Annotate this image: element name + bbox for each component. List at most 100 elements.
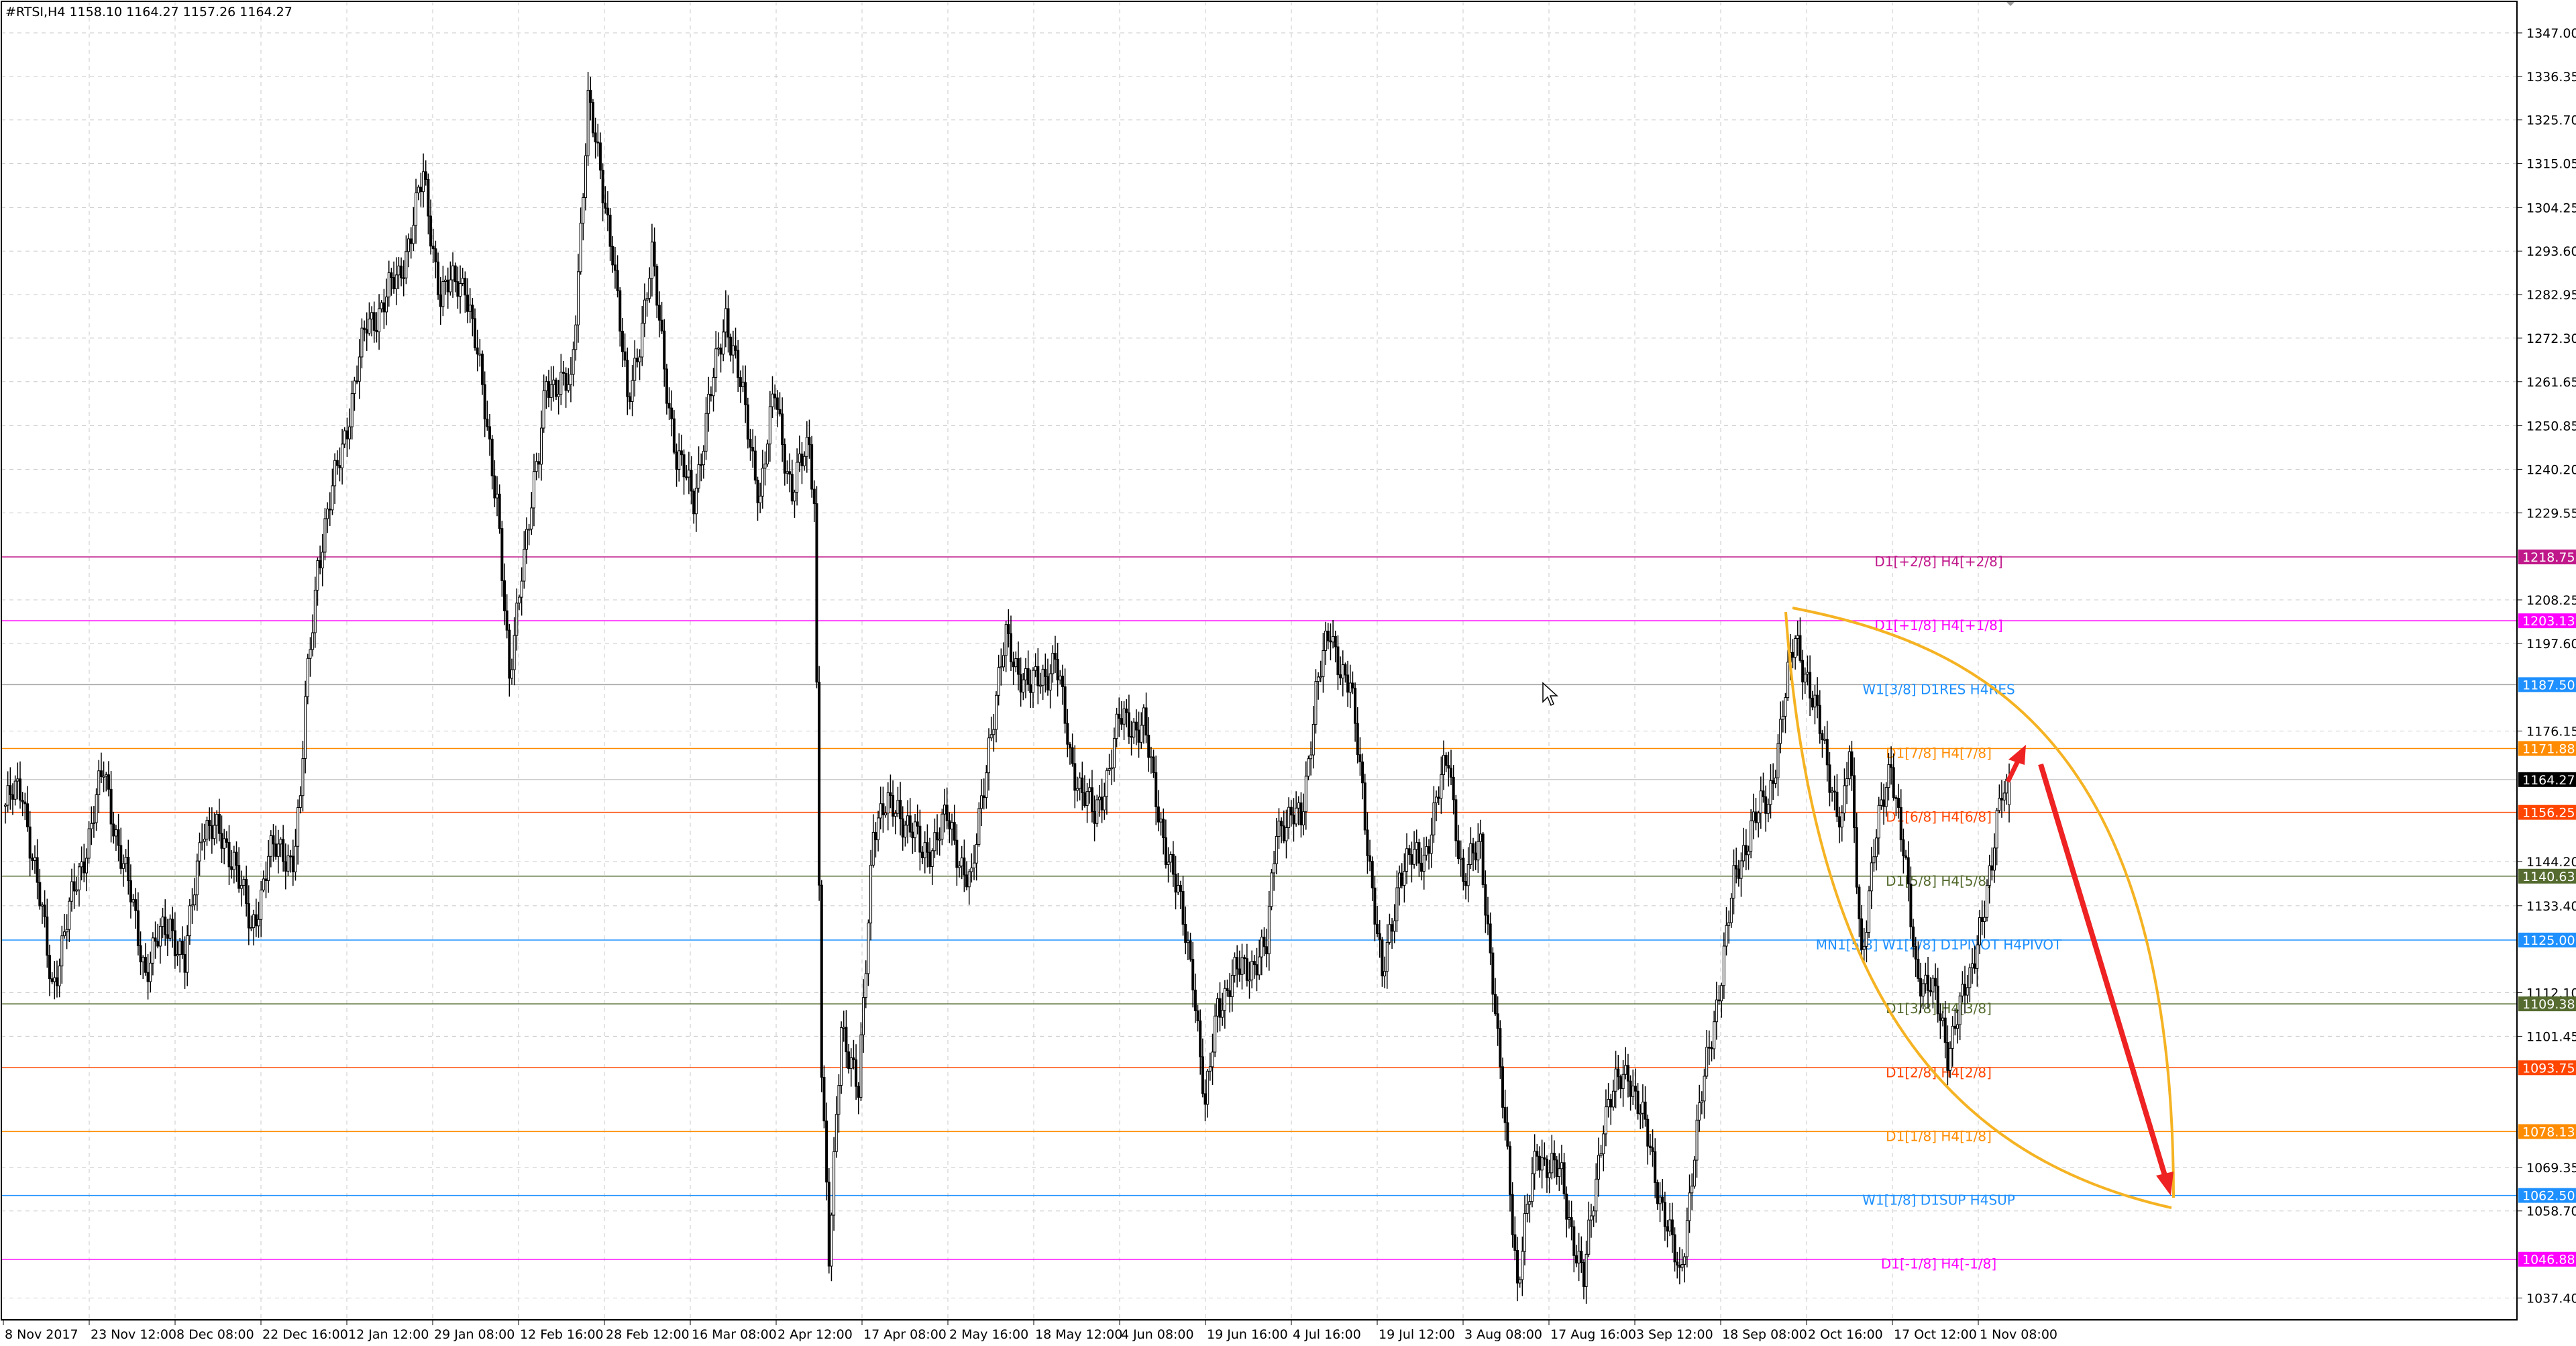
- candle-bull: [1693, 1159, 1696, 1187]
- candle-bear: [1450, 768, 1453, 778]
- candle-bear: [626, 360, 629, 397]
- candle-bear: [1407, 848, 1411, 856]
- candle-bull: [1169, 854, 1173, 863]
- candle-bear: [1850, 751, 1854, 776]
- candle-bull: [1206, 1070, 1210, 1105]
- candle-bull: [1688, 1192, 1691, 1221]
- candle-bear: [1917, 958, 1920, 979]
- candle-bear: [744, 382, 747, 405]
- candle-bear: [217, 813, 221, 834]
- candle-bull: [195, 860, 199, 896]
- candle-bull: [1533, 1151, 1536, 1174]
- candle-bear: [1046, 676, 1049, 690]
- candle-bear: [171, 919, 174, 931]
- candle-bull: [697, 464, 700, 488]
- candle-bear: [670, 407, 674, 419]
- candle-bull: [348, 426, 352, 439]
- candle-bull: [77, 866, 80, 890]
- candle-bear: [245, 879, 248, 904]
- candle-bear: [1737, 868, 1740, 879]
- candle-bull: [1931, 978, 1935, 992]
- candle-bull: [262, 878, 265, 890]
- candle-bull: [1983, 917, 1986, 922]
- candle-bull: [1722, 945, 1725, 986]
- candle-bull: [941, 813, 944, 840]
- candle-bull: [1260, 937, 1263, 957]
- candle-bull: [995, 694, 998, 730]
- candle-bull: [1314, 681, 1318, 725]
- drawings[interactable]: [1784, 1, 2175, 1209]
- candle-bull: [380, 302, 383, 309]
- candle-bear: [50, 978, 54, 982]
- candle-bull: [1742, 845, 1746, 862]
- candle-bull: [1132, 721, 1136, 738]
- price-tag-label: 1046.88: [2522, 1253, 2575, 1267]
- candle-bull: [1149, 756, 1152, 759]
- candle-bear: [1636, 1090, 1640, 1115]
- candle-bull: [527, 528, 531, 531]
- candle-bull: [276, 843, 280, 857]
- candle-bull: [58, 966, 61, 986]
- candle-bull: [1966, 987, 1969, 996]
- candle-bear: [1574, 1255, 1578, 1263]
- candle-bull: [142, 957, 145, 963]
- candle-bull: [1287, 807, 1291, 828]
- price-tag: [2518, 805, 2576, 820]
- price-tag: [2518, 996, 2576, 1012]
- candle-bear: [390, 272, 393, 278]
- x-tick-label: 2 Oct 16:00: [1808, 1327, 1883, 1342]
- y-tick-label: 1037.40: [2526, 1291, 2576, 1306]
- candle-bull: [149, 962, 152, 982]
- candle-bull: [168, 919, 172, 939]
- candle-bear: [775, 397, 779, 410]
- price-axis[interactable]: 1347.00 1336.35 1325.70 1315.05 1304.25 1293.…: [2517, 26, 2576, 1306]
- candle-bear: [220, 833, 223, 849]
- candle-bull: [407, 238, 411, 252]
- candle-bull: [1988, 865, 1991, 886]
- candle-bear: [1762, 790, 1765, 798]
- candle-bear: [1373, 887, 1377, 925]
- candle-bull: [1258, 956, 1261, 976]
- x-tick-label: 12 Feb 16:00: [520, 1327, 604, 1342]
- candle-bear: [180, 941, 184, 955]
- candle-bull: [1140, 725, 1143, 743]
- candle-bull: [1115, 713, 1118, 739]
- candle-bull: [833, 1151, 836, 1216]
- candle-bear: [1184, 924, 1187, 943]
- price-tag: [2518, 550, 2576, 565]
- candle-bull: [712, 376, 715, 397]
- candle-bear: [490, 438, 494, 476]
- candle-bear: [665, 368, 668, 404]
- candle-bear: [1651, 1147, 1654, 1152]
- candle-bear: [1056, 659, 1059, 680]
- candle-bear: [675, 452, 678, 470]
- candle-bear: [1381, 939, 1384, 977]
- candle-bull: [1993, 847, 1996, 871]
- x-tick-label: 8 Nov 2017: [5, 1327, 78, 1342]
- candle-bear: [72, 881, 76, 892]
- candle-bull: [1924, 974, 1927, 984]
- candle-bull: [286, 856, 290, 872]
- time-axis[interactable]: 8 Nov 2017 23 Nov 12:00 8 Dec 08:00 22 Dec …: [3, 1320, 2057, 1342]
- candle-bull: [323, 518, 327, 553]
- candle-bear: [963, 858, 966, 876]
- candle-bull: [951, 822, 954, 830]
- candle-bear: [1157, 806, 1160, 823]
- candle-bear: [1673, 1234, 1676, 1263]
- candle-bull: [1088, 787, 1091, 792]
- candle-bull: [252, 914, 256, 929]
- candle-bull: [1941, 1017, 1945, 1021]
- candle-bull: [798, 454, 801, 463]
- candle-bull: [552, 379, 555, 385]
- candle-bear: [756, 480, 759, 503]
- candle-bear: [1120, 718, 1123, 725]
- x-tick-label: 3 Sep 12:00: [1636, 1327, 1713, 1342]
- y-tick-label: 1208.25: [2526, 593, 2576, 608]
- level-label: D1[-1/8] H4[-1/8]: [1881, 1256, 1996, 1272]
- candle-bear: [356, 380, 359, 382]
- candle-bull: [1870, 862, 1873, 892]
- candle-bear: [36, 857, 39, 883]
- candle-bull: [1004, 624, 1008, 656]
- candle-bear: [1009, 633, 1012, 662]
